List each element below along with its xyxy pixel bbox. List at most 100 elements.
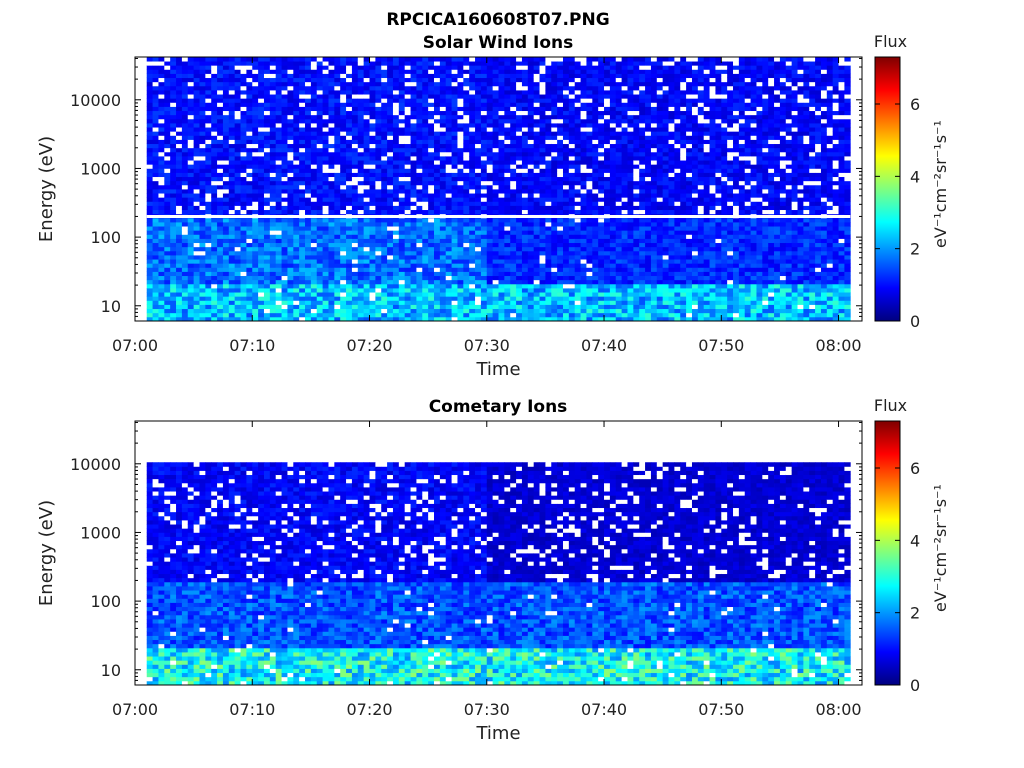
heatmap-cell (375, 304, 382, 310)
heatmap-cell (170, 288, 177, 293)
heatmap-cell (387, 255, 394, 260)
heatmap-cell (504, 292, 511, 297)
heatmap-cell (176, 143, 183, 149)
heatmap-cell (527, 114, 535, 120)
heatmap-cell (211, 139, 218, 145)
heatmap-cell (381, 184, 388, 190)
heatmap-cell (199, 85, 206, 91)
heatmap-cell (158, 94, 165, 99)
heatmap-cell (293, 184, 300, 190)
heatmap-cell (170, 201, 177, 206)
heatmap-cell (562, 131, 570, 136)
heatmap-cell (557, 151, 564, 157)
heatmap-cell (381, 189, 388, 194)
heatmap-cell (527, 250, 535, 256)
heatmap-cell (516, 279, 523, 285)
heatmap-cell (516, 230, 523, 235)
heatmap-cell (152, 168, 159, 173)
heatmap-cell (258, 77, 265, 83)
heatmap-cell (310, 61, 318, 66)
heatmap-cell (545, 312, 552, 318)
heatmap-cell (305, 73, 312, 79)
heatmap-cell (181, 238, 189, 244)
heatmap-cell (158, 308, 165, 314)
heatmap-cell (539, 110, 546, 116)
heatmap-cell (164, 81, 171, 87)
heatmap-cell (586, 238, 593, 244)
heatmap-cell (263, 73, 271, 79)
heatmap-cell (351, 288, 359, 293)
heatmap-cell (346, 90, 353, 95)
heatmap-cell (199, 114, 206, 120)
heatmap-cell (205, 180, 212, 186)
heatmap-cell (469, 147, 476, 153)
heatmap-cell (228, 102, 236, 107)
heatmap-cell (299, 176, 306, 182)
heatmap-cell (428, 230, 435, 235)
heatmap-cell (228, 300, 236, 305)
heatmap-cell (463, 197, 470, 202)
heatmap-cell (187, 65, 195, 70)
heatmap-cell (369, 81, 376, 87)
heatmap-cell (392, 184, 400, 190)
heatmap-cell (363, 85, 370, 91)
heatmap-cell (211, 226, 218, 231)
heatmap-cell (351, 61, 359, 66)
heatmap-cell (545, 304, 552, 310)
heatmap-cell (351, 292, 359, 297)
heatmap-cell (328, 135, 335, 140)
heatmap-cell (410, 292, 417, 297)
heatmap-cell (392, 226, 400, 231)
heatmap-cell (252, 143, 259, 149)
heatmap-cell (475, 151, 482, 157)
heatmap-cell (146, 57, 153, 62)
heatmap-cell (275, 316, 282, 322)
heatmap-cell (392, 189, 400, 194)
heatmap-cell (392, 271, 400, 277)
heatmap-cell (434, 283, 441, 289)
heatmap-cell (181, 226, 189, 231)
heatmap-cell (387, 57, 394, 62)
heatmap-cell (557, 263, 564, 268)
heatmap-cell (263, 57, 271, 62)
heatmap-cell (381, 168, 388, 173)
heatmap-cell (217, 98, 224, 103)
heatmap-cell (346, 94, 353, 99)
heatmap-cell (246, 283, 253, 289)
heatmap-cell (580, 201, 587, 206)
heatmap-cell (146, 312, 153, 318)
heatmap-cell (346, 230, 353, 235)
heatmap-cell (199, 131, 206, 136)
heatmap-cell (557, 94, 564, 99)
heatmap-cell (439, 135, 447, 140)
heatmap-cell (392, 275, 400, 281)
heatmap-cell (187, 156, 195, 161)
heatmap-cell (187, 259, 195, 264)
heatmap-cell (410, 238, 417, 244)
heatmap-cell (246, 139, 253, 145)
heatmap-cell (463, 106, 470, 112)
heatmap-cell (533, 246, 540, 252)
heatmap-cell (269, 123, 277, 128)
heatmap-cell (381, 147, 388, 153)
heatmap-cell (170, 255, 177, 260)
heatmap-cell (281, 283, 288, 289)
heatmap-cell (545, 127, 552, 132)
heatmap-cell (562, 180, 570, 186)
heatmap-cell (451, 312, 458, 318)
heatmap-cell (176, 180, 183, 186)
heatmap-cell (334, 242, 341, 248)
heatmap-cell (392, 110, 400, 116)
heatmap-cell (269, 131, 277, 136)
heatmap-cell (357, 143, 365, 149)
heatmap-cell (516, 205, 523, 211)
heatmap-cell (234, 180, 241, 186)
heatmap-cell (287, 304, 294, 310)
heatmap-cell (486, 230, 494, 235)
heatmap-cell (580, 69, 587, 74)
heatmap-cell (322, 209, 329, 215)
heatmap-cell (334, 90, 341, 95)
heatmap-cell (199, 189, 206, 194)
heatmap-cell (434, 259, 441, 264)
heatmap-cell (252, 118, 259, 124)
